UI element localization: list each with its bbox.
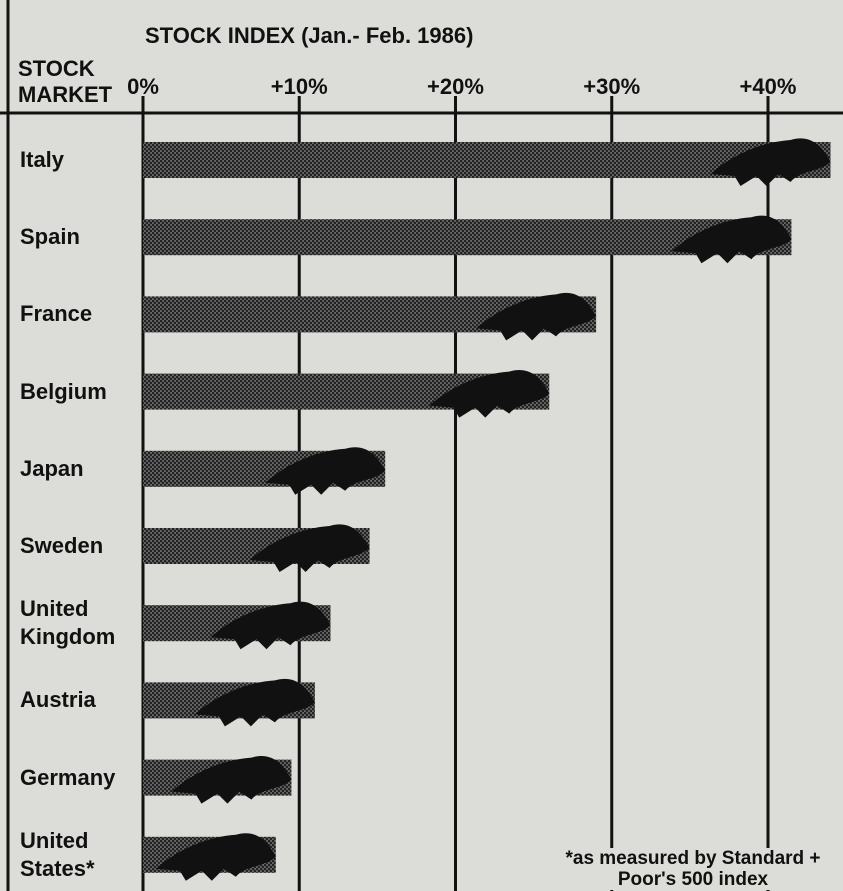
chart: STOCK INDEX (Jan.- Feb. 1986) STOCK MARK… [0, 0, 843, 891]
x-tick-label: +20% [427, 74, 484, 100]
category-label: Japan [20, 441, 138, 497]
category-label: Sweden [20, 518, 138, 574]
category-label: Austria [20, 672, 138, 728]
footnote: *as measured by Standard + Poor's 500 in… [548, 848, 838, 890]
category-label: Italy [20, 132, 138, 188]
category-label: Belgium [20, 364, 138, 420]
chart-title: STOCK INDEX (Jan.- Feb. 1986) [145, 22, 473, 50]
x-tick-label: +30% [583, 74, 640, 100]
category-label: United Kingdom [20, 595, 138, 651]
x-tick-label: 0% [127, 74, 159, 100]
x-tick-label: +40% [740, 74, 797, 100]
x-tick-label: +10% [271, 74, 328, 100]
category-label: Spain [20, 209, 138, 265]
category-label: Germany [20, 750, 138, 806]
category-label: United States* [20, 827, 138, 883]
axis-label: STOCK MARKET [18, 56, 138, 108]
category-label: France [20, 286, 138, 342]
